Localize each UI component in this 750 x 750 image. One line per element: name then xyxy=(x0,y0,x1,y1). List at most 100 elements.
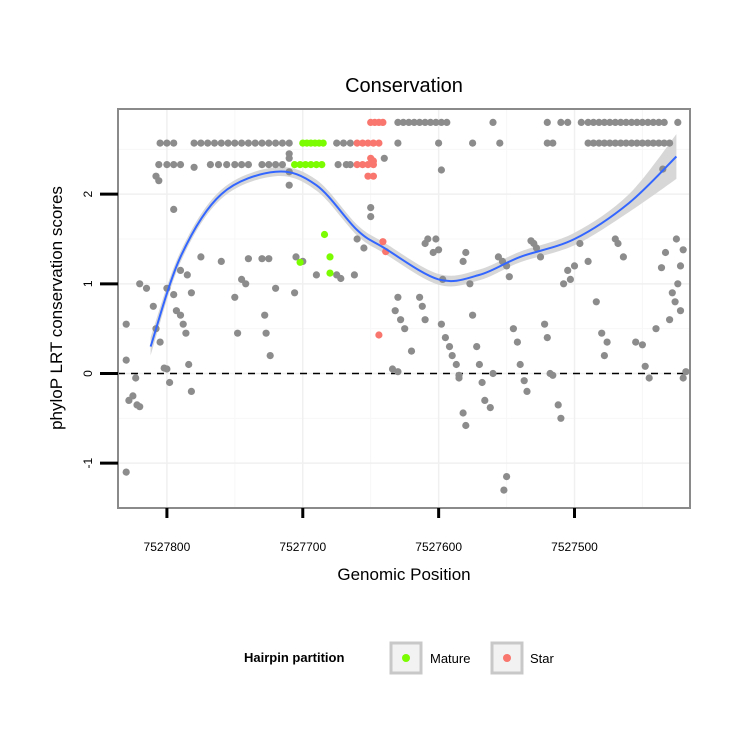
data-point-mature xyxy=(312,161,320,169)
data-point-other xyxy=(416,293,424,301)
data-point-other xyxy=(633,118,641,126)
data-point-other xyxy=(176,266,185,274)
data-point-other xyxy=(611,118,619,126)
data-point-other xyxy=(346,139,354,147)
data-point-other xyxy=(469,139,477,147)
data-point-other xyxy=(592,298,600,306)
data-point-other xyxy=(170,291,178,299)
data-point-other xyxy=(410,118,418,126)
data-point-other xyxy=(262,329,270,337)
data-point-other xyxy=(156,338,164,346)
data-point-other xyxy=(655,139,663,147)
legend-title: Hairpin partition xyxy=(244,650,344,665)
data-point-other xyxy=(584,139,592,147)
data-point-star xyxy=(364,161,372,169)
data-point-other xyxy=(536,253,545,261)
data-point-mature xyxy=(291,161,299,169)
legend-key-star xyxy=(503,654,511,662)
data-point-star xyxy=(364,172,372,180)
data-point-other xyxy=(462,248,470,257)
data-point-other xyxy=(644,139,652,147)
data-point-other xyxy=(469,311,477,319)
data-point-other xyxy=(197,139,205,147)
data-point-other xyxy=(577,118,585,126)
data-point-other xyxy=(622,118,630,126)
data-point-other xyxy=(509,325,517,333)
data-point-other xyxy=(278,161,286,169)
data-point-other xyxy=(155,177,163,185)
data-point-other xyxy=(421,316,429,324)
data-point-other xyxy=(210,139,219,147)
data-point-other xyxy=(649,139,657,147)
data-point-other xyxy=(292,253,300,261)
data-point-other xyxy=(334,161,342,169)
data-point-other xyxy=(231,161,239,169)
data-point-other xyxy=(682,368,690,376)
data-point-other xyxy=(122,468,130,476)
data-point-other xyxy=(437,118,445,126)
data-point-other xyxy=(435,246,443,254)
data-point-other xyxy=(628,139,636,147)
data-point-mature xyxy=(301,161,310,169)
y-tick-label: -1 xyxy=(81,458,95,469)
data-point-other xyxy=(421,239,429,248)
data-point-other xyxy=(466,280,474,288)
data-point-other xyxy=(638,139,647,147)
data-point-other xyxy=(155,161,163,169)
data-point-other xyxy=(505,273,513,281)
data-point-other xyxy=(407,347,416,355)
data-point-other xyxy=(617,139,625,147)
data-point-other xyxy=(437,166,445,174)
data-point-other xyxy=(660,139,668,147)
data-point-other xyxy=(674,280,682,288)
data-point-other xyxy=(462,421,470,430)
smooth-fit-line xyxy=(149,155,678,347)
data-point-other xyxy=(405,118,413,126)
data-point-other xyxy=(437,320,445,328)
data-point-other xyxy=(516,360,524,369)
data-point-other xyxy=(163,139,171,147)
data-point-other xyxy=(661,248,670,257)
data-point-other xyxy=(503,473,511,481)
data-point-star xyxy=(379,118,387,126)
data-point-other xyxy=(367,213,375,221)
data-point-other xyxy=(122,356,130,364)
data-point-other xyxy=(149,302,157,310)
data-point-other xyxy=(475,360,483,369)
data-point-other xyxy=(668,289,676,297)
data-point-other xyxy=(416,118,424,126)
data-point-other xyxy=(285,154,293,162)
data-point-other xyxy=(197,253,205,261)
x-tick-label: 7527600 xyxy=(415,540,462,554)
data-point-other xyxy=(606,118,614,126)
data-point-other xyxy=(163,365,171,373)
data-point-other xyxy=(394,139,402,147)
data-point-other xyxy=(435,139,443,147)
data-point-other xyxy=(346,161,354,169)
data-point-other xyxy=(611,139,619,147)
data-point-other xyxy=(619,253,628,261)
data-point-other xyxy=(459,409,467,417)
data-point-other xyxy=(397,316,405,324)
data-point-other xyxy=(676,262,685,270)
data-point-other xyxy=(452,360,460,369)
data-point-other xyxy=(394,118,402,126)
data-point-other xyxy=(532,244,541,252)
data-point-other xyxy=(645,374,653,382)
data-point-other xyxy=(142,284,151,292)
data-point-other xyxy=(312,271,320,279)
data-point-other xyxy=(214,161,223,169)
x-axis-title: Genomic Position xyxy=(337,565,470,584)
data-point-other xyxy=(666,316,674,324)
data-point-other xyxy=(265,161,273,169)
plot-background xyxy=(118,109,690,508)
legend-key-mature-frame xyxy=(389,641,423,675)
data-point-other xyxy=(179,320,187,328)
data-point-other xyxy=(557,414,565,422)
data-point-other xyxy=(367,204,375,212)
data-point-other xyxy=(394,368,402,376)
data-point-star xyxy=(369,161,377,169)
data-point-other xyxy=(600,118,609,126)
data-point-star xyxy=(353,161,361,169)
